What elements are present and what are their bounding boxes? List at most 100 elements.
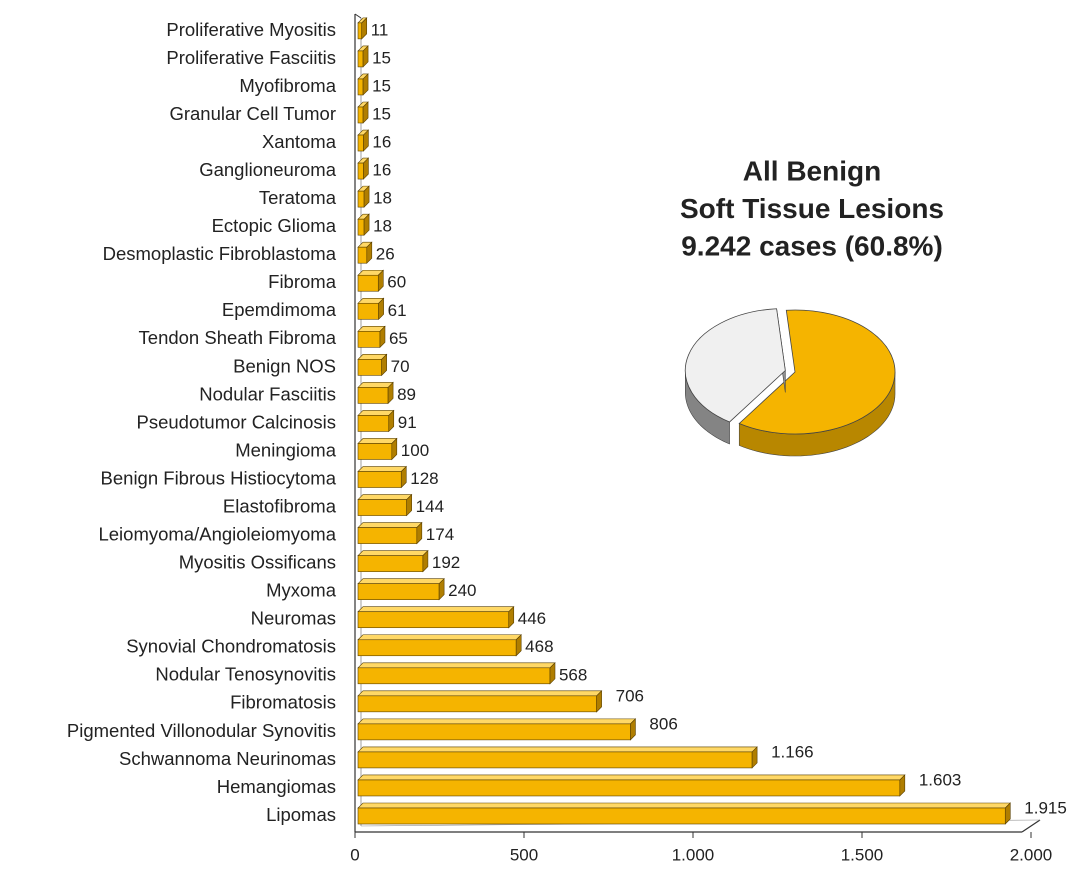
bar-side-face [596, 690, 602, 713]
value-label: 1.915 [1024, 798, 1067, 817]
bar [357, 106, 364, 124]
category-label: Nodular Fasciitis [199, 383, 336, 404]
category-label: Ganglioneuroma [199, 159, 336, 180]
category-label: Ectopic Glioma [212, 215, 337, 236]
y-axis-wall [354, 13, 362, 19]
bar [357, 415, 390, 432]
category-label: Lipomas [266, 804, 336, 825]
value-label: 240 [448, 581, 476, 600]
pie-slice [684, 308, 786, 423]
value-label: 89 [397, 385, 416, 404]
bar-side-face [379, 325, 386, 349]
bar [357, 78, 364, 96]
bar [357, 527, 418, 544]
bar-top-face [357, 382, 394, 388]
bar-side-face [508, 605, 515, 629]
x-tick-label: 1.500 [841, 845, 884, 864]
bar-top-face [357, 466, 407, 472]
bar-top-face [357, 634, 522, 641]
value-label: 18 [373, 217, 392, 236]
bar-side-face [387, 381, 394, 405]
bar-top-face [357, 578, 445, 584]
category-label: Myofibroma [239, 75, 336, 96]
category-label: Benign Fibrous Histiocytoma [101, 467, 337, 488]
x-tick-label: 1.000 [672, 845, 715, 864]
category-label: Elastofibroma [223, 495, 337, 516]
value-label: 18 [373, 189, 392, 208]
bar [357, 387, 389, 404]
bar-top-face [357, 718, 637, 725]
x-tick-label: 0 [350, 845, 359, 864]
bar [357, 22, 363, 40]
bar [357, 331, 381, 348]
bar-side-face [751, 746, 758, 769]
bar-side-face [361, 17, 368, 40]
bar-side-face [416, 521, 423, 545]
bar-side-face [438, 577, 445, 601]
bar-side-face [388, 409, 395, 433]
category-label: Myositis Ossificans [179, 552, 336, 573]
bar-top-face [357, 662, 556, 669]
bar [357, 611, 510, 629]
pie-title: Soft Tissue Lesions [680, 193, 944, 224]
value-label: 16 [372, 161, 391, 180]
bar [357, 667, 551, 685]
bar [357, 302, 379, 320]
category-label: Pseudotumor Calcinosis [137, 411, 336, 432]
bar-side-face [363, 213, 370, 236]
value-label: 568 [559, 665, 587, 684]
value-label: 174 [426, 525, 454, 544]
bar-side-face [400, 465, 407, 489]
value-label: 706 [616, 686, 644, 705]
category-label: Fibroma [268, 271, 337, 292]
bar-side-face [406, 493, 412, 517]
bar [357, 695, 597, 713]
bar [357, 134, 364, 152]
bar-side-face [362, 101, 369, 124]
bar [357, 359, 382, 376]
bar-side-face [422, 549, 429, 573]
bar-side-face [630, 718, 636, 741]
bar-top-face [357, 690, 603, 697]
value-label: 100 [401, 441, 429, 460]
bar [357, 162, 364, 180]
value-label: 192 [432, 553, 460, 572]
bar-top-face [357, 606, 515, 613]
bar-side-face [515, 634, 522, 657]
category-label: Granular Cell Tumor [169, 103, 336, 124]
bar-side-face [549, 662, 556, 685]
pie-slice [738, 309, 896, 435]
value-label: 144 [416, 497, 444, 516]
category-label: Fibromatosis [230, 692, 336, 713]
category-label: Xantoma [262, 131, 337, 152]
value-label: 65 [389, 329, 408, 348]
category-label: Leiomyoma/Angioleiomyoma [98, 523, 336, 544]
category-label: Proliferative Myositis [166, 19, 336, 40]
bar-top-face [357, 550, 429, 556]
bar [357, 555, 424, 572]
value-label: 1.166 [771, 742, 814, 761]
bar-side-face [363, 157, 369, 180]
category-label: Pigmented Villonodular Synovitis [67, 720, 336, 741]
category-label: Meningioma [235, 439, 336, 460]
bar [357, 246, 368, 264]
bar [357, 499, 407, 516]
value-label: 15 [372, 76, 391, 95]
category-label: Neuromas [251, 608, 336, 629]
value-label: 128 [410, 469, 438, 488]
category-label: Synovial Chondromatosis [126, 636, 336, 657]
bar [357, 190, 365, 208]
bar-side-face [378, 297, 384, 321]
bar-top-face [357, 494, 413, 500]
bar-top-face [357, 410, 395, 416]
bar [357, 779, 901, 797]
value-label: 468 [525, 637, 553, 656]
bar [357, 50, 364, 68]
value-label: 70 [391, 357, 410, 376]
category-label: Myxoma [266, 580, 337, 601]
bar-top-face [357, 774, 906, 781]
bar [357, 274, 379, 292]
bar-side-face [363, 129, 369, 152]
